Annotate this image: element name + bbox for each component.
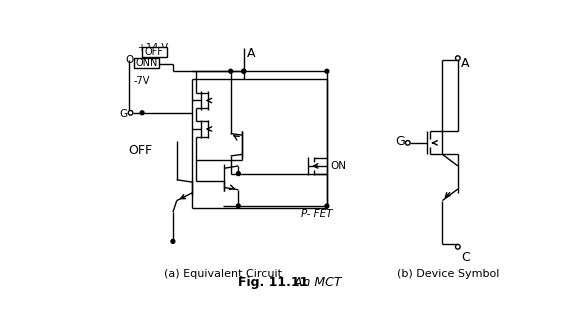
Circle shape	[242, 69, 246, 73]
Text: OFF: OFF	[128, 144, 152, 157]
Circle shape	[140, 111, 144, 115]
Text: O: O	[125, 55, 134, 65]
Text: An MCT: An MCT	[282, 276, 341, 289]
Text: G: G	[395, 135, 405, 148]
Text: ON: ON	[330, 161, 346, 171]
Circle shape	[236, 172, 240, 176]
Text: C: C	[461, 251, 469, 264]
FancyBboxPatch shape	[134, 58, 159, 68]
Text: P- FET: P- FET	[301, 209, 333, 219]
Circle shape	[229, 69, 232, 73]
Text: +14 V: +14 V	[138, 43, 168, 53]
Circle shape	[325, 204, 329, 208]
Circle shape	[171, 239, 175, 243]
Text: (b) Device Symbol: (b) Device Symbol	[397, 269, 500, 279]
FancyBboxPatch shape	[142, 47, 167, 57]
Circle shape	[456, 245, 460, 249]
Circle shape	[405, 141, 410, 145]
Text: A: A	[247, 47, 255, 60]
Text: (a) Equivalent Circuit: (a) Equivalent Circuit	[164, 269, 282, 279]
Circle shape	[325, 69, 329, 73]
Text: ONN: ONN	[135, 58, 158, 68]
Text: OFF: OFF	[145, 47, 164, 57]
Text: Fig. 11.11: Fig. 11.11	[238, 276, 309, 289]
Circle shape	[236, 204, 240, 208]
Circle shape	[456, 56, 460, 61]
Text: -7V: -7V	[134, 76, 150, 86]
Text: G: G	[119, 109, 127, 119]
Text: A: A	[461, 57, 469, 70]
Circle shape	[128, 110, 133, 115]
Circle shape	[242, 69, 246, 73]
